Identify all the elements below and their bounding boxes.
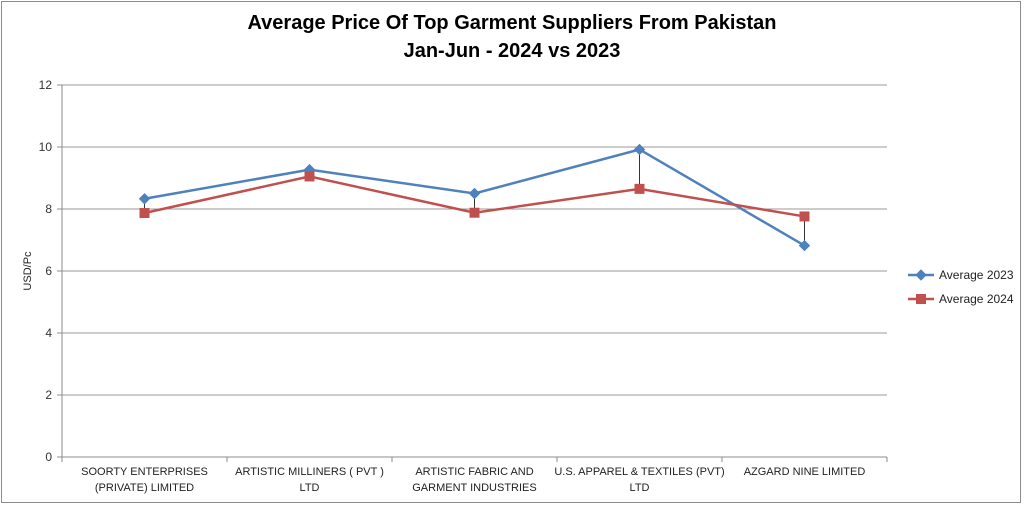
y-tick-label: 2	[45, 388, 52, 402]
y-tick-label: 4	[45, 326, 52, 340]
data-point	[633, 143, 646, 156]
y-tick-label: 8	[45, 202, 52, 216]
y-tick-label: 6	[45, 264, 52, 278]
x-tick-label: ARTISTIC MILLINERS ( PVT )	[235, 466, 384, 478]
x-tick-label: (PRIVATE) LIMITED	[95, 482, 194, 494]
chart-title: Average Price Of Top Garment Suppliers F…	[247, 12, 777, 34]
y-tick-label: 12	[39, 78, 53, 92]
legend-label: Average 2024	[939, 292, 1014, 306]
data-point	[304, 171, 315, 182]
y-axis-label: USD/Pc	[22, 251, 34, 291]
x-tick-label: GARMENT INDUSTRIES	[412, 482, 536, 494]
data-point	[798, 239, 811, 252]
x-tick-label: SOORTY ENTERPRISES	[81, 466, 208, 478]
data-point	[138, 193, 151, 205]
chart-subtitle: Jan-Jun - 2024 vs 2023	[403, 40, 621, 62]
data-point	[799, 211, 810, 222]
data-point	[469, 207, 480, 218]
x-tick-label: LTD	[630, 482, 650, 494]
data-point	[468, 187, 481, 200]
x-tick-label: LTD	[300, 482, 320, 494]
x-tick-label: ARTISTIC FABRIC AND	[415, 466, 533, 478]
data-point	[139, 208, 150, 219]
x-tick-label: U.S. APPAREL & TEXTILES (PVT)	[554, 466, 724, 478]
y-tick-label: 10	[39, 140, 53, 154]
legend-marker	[915, 269, 927, 281]
legend-label: Average 2023	[939, 268, 1014, 282]
x-tick-label: AZGARD NINE LIMITED	[744, 466, 866, 478]
data-point	[634, 183, 645, 194]
legend-marker	[916, 294, 926, 304]
y-tick-label: 0	[45, 450, 52, 464]
